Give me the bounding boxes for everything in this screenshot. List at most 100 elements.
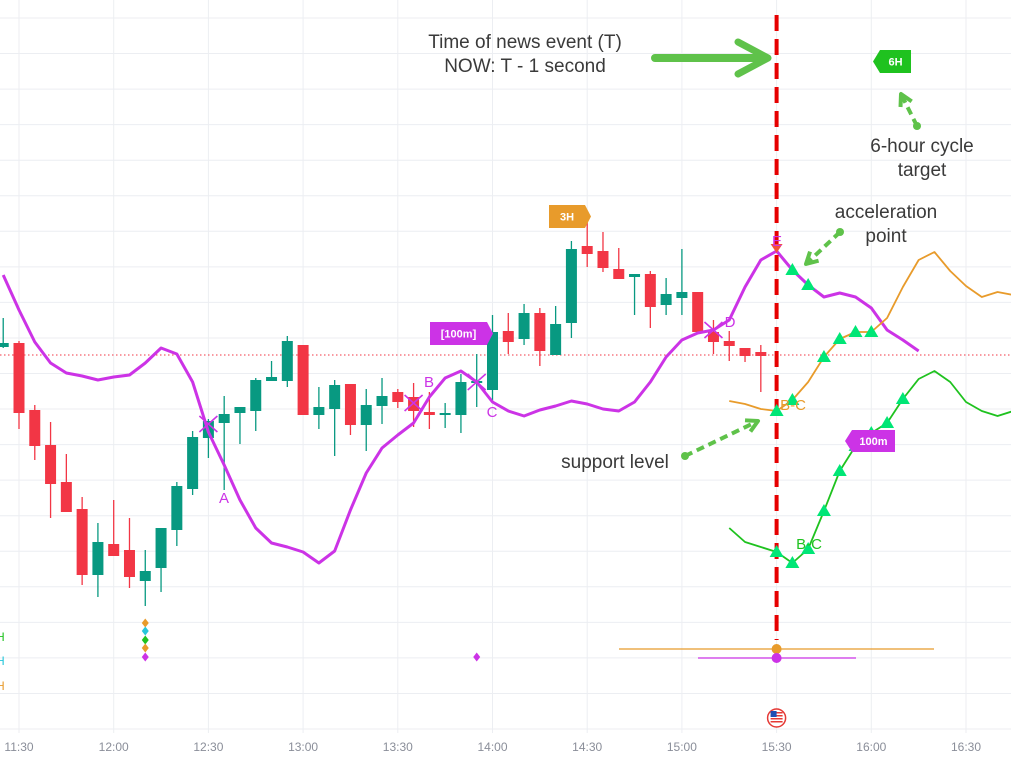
candle	[76, 497, 88, 585]
price-tag: [100m]	[430, 322, 493, 345]
candle	[376, 378, 388, 424]
candle	[123, 518, 135, 588]
candle-body	[155, 528, 167, 568]
candle	[297, 345, 309, 415]
news-event-text: Time of news event (T)	[428, 32, 622, 53]
candle	[92, 523, 104, 597]
orange-dot	[771, 644, 782, 654]
candle-body	[692, 292, 704, 332]
candle	[45, 422, 57, 518]
x-tick-label: 13:30	[383, 740, 413, 754]
left-scale-label: H	[0, 654, 5, 668]
candle-body	[281, 341, 293, 381]
candle	[108, 500, 120, 556]
arrow-tail-dot	[681, 452, 689, 460]
arrow-head-icon	[734, 38, 772, 78]
candle-body	[266, 377, 278, 381]
candle	[487, 315, 498, 403]
acceleration-annotation: acceleration point	[816, 201, 956, 249]
candle-body	[534, 313, 546, 351]
candle-body	[108, 544, 120, 556]
candle-body	[360, 405, 372, 425]
candle-body	[502, 331, 514, 342]
candle	[139, 550, 151, 606]
price-tag: 3H	[549, 205, 591, 228]
point-label: C	[487, 404, 498, 421]
point-label: D	[725, 314, 736, 331]
up-triangle-icon	[816, 504, 831, 516]
candle-body	[171, 486, 183, 530]
candle-body	[518, 313, 530, 339]
candle	[502, 313, 514, 354]
candle-body	[660, 294, 672, 305]
price-tag-shape	[430, 322, 493, 345]
flag-canton	[770, 711, 777, 717]
candle	[0, 318, 9, 348]
candle-body	[329, 385, 341, 409]
candle-body	[376, 396, 388, 406]
candle	[613, 248, 625, 279]
candle	[644, 271, 656, 328]
up-triangle-icon	[864, 325, 879, 337]
candle	[360, 389, 372, 451]
candle-body	[392, 392, 404, 402]
price-tag-shape	[873, 50, 911, 73]
down-triangle-icon	[770, 244, 783, 253]
acceleration-text-2: point	[865, 226, 907, 247]
diamond-marker	[141, 643, 149, 653]
candle-body	[565, 249, 577, 323]
price-tag-shape	[549, 205, 591, 228]
arrow-tail-dot	[836, 228, 844, 236]
now-text: NOW: T - 1 second	[444, 56, 606, 77]
candle	[439, 403, 451, 428]
up-triangle-icon	[848, 325, 863, 337]
point-label: A	[219, 490, 229, 507]
candle-body	[613, 269, 625, 279]
candle	[707, 320, 719, 354]
up-triangle-icon	[801, 542, 816, 554]
diamond-marker	[141, 626, 149, 636]
x-tick-label: 14:30	[572, 740, 602, 754]
cross-marker	[703, 321, 723, 339]
up-triangle-icon	[769, 545, 784, 557]
flag-stripe	[770, 718, 783, 720]
candle	[755, 345, 767, 392]
point-label: B-C	[796, 536, 822, 553]
purple-dot	[771, 653, 782, 663]
candle	[218, 396, 230, 490]
candle	[13, 341, 25, 429]
arrow-head-icon	[804, 251, 820, 266]
x-tick-label: 15:00	[667, 740, 697, 754]
price-tag-label: 100m	[859, 436, 887, 448]
price-tag-label: [100m]	[441, 329, 477, 341]
candle-body	[423, 412, 435, 415]
x-tick-label: 15:30	[762, 740, 792, 754]
us-flag-icon[interactable]	[766, 708, 787, 728]
up-triangle-icon	[769, 404, 784, 416]
candle-body	[76, 509, 88, 575]
candle	[155, 528, 167, 592]
candle-body	[123, 550, 135, 577]
up-triangle-icon	[785, 263, 800, 275]
candle-body	[13, 343, 25, 413]
green-line	[728, 370, 1011, 564]
up-triangle-icon	[801, 278, 816, 290]
cross-marker	[404, 394, 424, 412]
up-triangle-icon	[832, 332, 847, 344]
x-tick-label: 16:30	[951, 740, 981, 754]
x-tick-label: 16:00	[856, 740, 886, 754]
candle	[676, 249, 688, 315]
cycle-target-text-2: target	[897, 160, 947, 181]
cross-marker	[467, 373, 487, 391]
candle-body	[707, 332, 719, 342]
price-tag: 6H	[873, 50, 911, 73]
up-triangle-icon	[785, 556, 800, 568]
x-tick-label: 12:30	[193, 740, 223, 754]
candle-body	[644, 274, 656, 307]
price-tag: 100m	[845, 430, 895, 452]
candle-body	[739, 348, 751, 356]
candle-body	[439, 413, 451, 415]
candle-body	[313, 407, 325, 415]
up-triangle-icon	[895, 392, 910, 404]
